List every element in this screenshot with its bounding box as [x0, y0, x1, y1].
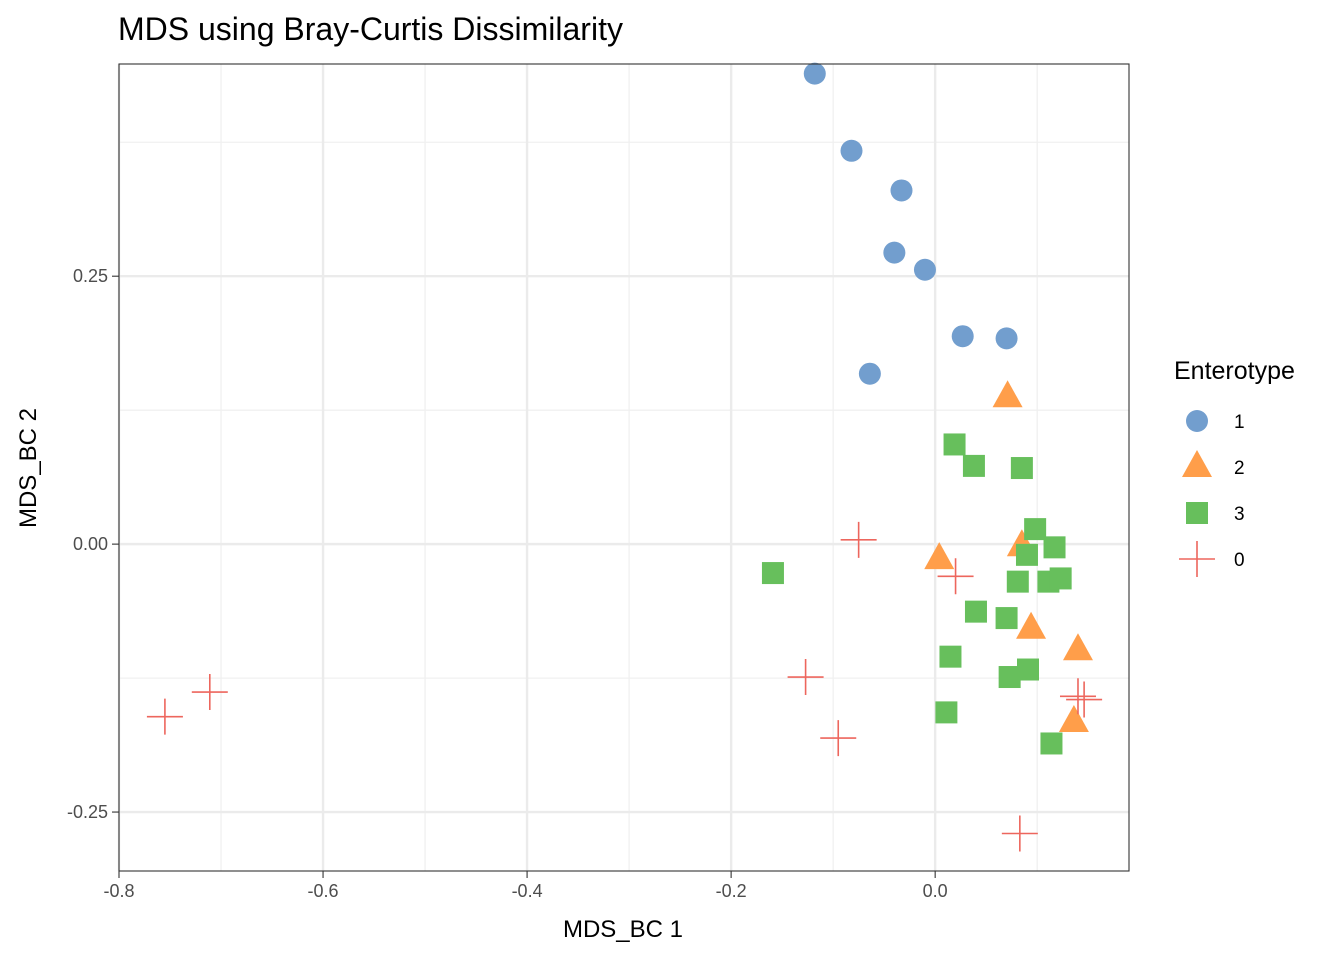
point-enterotype-1: [890, 179, 913, 202]
y-tick-label: 0.00: [73, 534, 108, 554]
y-tick-label: -0.25: [67, 802, 108, 822]
point-enterotype-3: [1049, 567, 1072, 590]
point-enterotype-0: [820, 720, 857, 757]
legend-key-0: [1179, 541, 1215, 577]
point-enterotype-3: [1024, 518, 1047, 541]
point-enterotype-3: [995, 607, 1018, 630]
x-tick-label: 0.0: [923, 881, 948, 901]
point-enterotype-3: [761, 562, 784, 585]
point-enterotype-1: [840, 139, 863, 162]
legend-key-3: [1186, 502, 1208, 524]
legend-key-2: [1182, 450, 1212, 477]
point-enterotype-3: [1040, 732, 1063, 755]
point-enterotype-1: [995, 327, 1018, 350]
point-enterotype-3: [935, 701, 958, 724]
point-enterotype-0: [191, 674, 228, 711]
point-enterotype-0: [937, 558, 974, 595]
grid: [117, 64, 1129, 871]
point-enterotype-1: [803, 62, 826, 85]
point-enterotype-3: [964, 600, 987, 623]
x-tick-label: -0.2: [716, 881, 747, 901]
legend-label-1: 1: [1234, 412, 1245, 433]
point-enterotype-1: [913, 258, 936, 281]
plot-border: [118, 63, 1130, 872]
legend-key-1: [1186, 410, 1208, 432]
legend-label-3: 3: [1234, 504, 1245, 525]
legend-label-0: 0: [1234, 550, 1245, 571]
point-enterotype-2: [1016, 611, 1047, 639]
point-enterotype-3: [943, 433, 966, 456]
legend-title: Enterotype: [1174, 357, 1295, 385]
point-enterotype-2: [992, 380, 1023, 408]
point-enterotype-2: [924, 542, 955, 570]
point-enterotype-2: [1062, 633, 1093, 661]
point-enterotype-3: [939, 645, 962, 668]
point-enterotype-3: [1006, 570, 1029, 593]
point-enterotype-3: [998, 666, 1021, 689]
y-axis-title: MDS_BC 2: [15, 408, 42, 528]
point-enterotype-1: [858, 362, 881, 385]
legend-label-2: 2: [1234, 458, 1245, 479]
x-tick-label: -0.8: [103, 881, 134, 901]
y-tick-label: 0.25: [73, 266, 108, 286]
point-enterotype-3: [1015, 543, 1038, 566]
point-enterotype-0: [787, 659, 824, 696]
point-enterotype-0: [1059, 678, 1096, 715]
chart-title: MDS using Bray-Curtis Dissimilarity: [118, 11, 623, 47]
point-enterotype-3: [1010, 457, 1033, 480]
point-enterotype-3: [1017, 658, 1039, 681]
point-enterotype-2: [1058, 705, 1089, 733]
x-tick-label: -0.6: [308, 881, 339, 901]
point-enterotype-1: [883, 241, 906, 264]
point-enterotype-0: [146, 698, 183, 735]
legend: Enterotype 1 2 3 0: [1174, 357, 1295, 577]
axis-ticks: -0.8 -0.6 -0.4 -0.2 0.0 -0.25 0.00 0.25: [67, 266, 948, 901]
x-axis-title: MDS_BC 1: [563, 916, 683, 943]
point-enterotype-0: [1001, 815, 1038, 852]
x-tick-label: -0.4: [512, 881, 543, 901]
point-enterotype-1: [951, 325, 974, 348]
point-enterotype-3: [1043, 536, 1066, 559]
point-enterotype-3: [962, 454, 985, 477]
data-points: [146, 62, 1103, 852]
point-enterotype-0: [1066, 681, 1103, 718]
point-enterotype-0: [840, 521, 877, 558]
